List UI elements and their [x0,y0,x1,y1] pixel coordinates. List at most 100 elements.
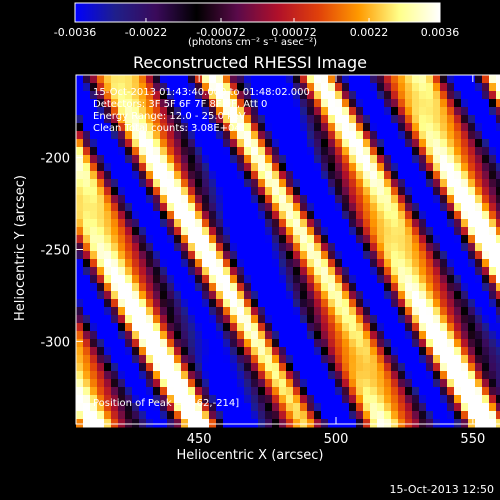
heatmap-cell [139,195,147,204]
heatmap-cell [335,251,343,260]
heatmap-cell [153,147,161,156]
heatmap-cell [209,259,217,268]
heatmap-cell [356,179,364,188]
heatmap-cell [482,123,490,132]
heatmap-cell [342,307,350,316]
heatmap-cell [461,219,469,228]
heatmap-cell [496,267,500,276]
heatmap-cell [132,99,140,108]
heatmap-cell [125,299,133,308]
heatmap-cell [307,307,315,316]
heatmap-cell [342,83,350,92]
heatmap-cell [97,315,105,324]
heatmap-cell [181,419,189,428]
heatmap-cell [139,299,147,308]
heatmap-cell [167,171,175,180]
heatmap-cell [111,355,119,364]
heatmap-cell [104,379,112,388]
heatmap-cell [202,419,210,428]
heatmap-cell [265,251,273,260]
heatmap-cell [202,331,210,340]
heatmap-cell [412,283,420,292]
heatmap-cell [489,411,497,420]
heatmap-cell [286,355,294,364]
heatmap-cell [125,163,133,172]
heatmap-cell [230,251,238,260]
heatmap-cell [384,187,392,196]
heatmap-cell [167,275,175,284]
heatmap-cell [181,355,189,364]
heatmap-cell [174,243,182,252]
heatmap-cell [153,195,161,204]
heatmap-cell [377,275,385,284]
heatmap-cell [237,203,245,212]
heatmap-cell [440,203,448,212]
heatmap-cell [468,75,476,84]
heatmap-cell [314,299,322,308]
heatmap-cell [349,371,357,380]
heatmap-cell [377,379,385,388]
heatmap-cell [251,331,259,340]
heatmap-cell [118,187,126,196]
heatmap-cell [223,411,231,420]
colorbar-tick-label: 0.0036 [421,26,460,39]
heatmap-cell [496,419,500,428]
heatmap-cell [377,75,385,84]
heatmap-cell [468,187,476,196]
heatmap-cell [426,235,434,244]
heatmap-cell [293,379,301,388]
heatmap-cell [230,155,238,164]
heatmap-cell [209,83,217,92]
heatmap-cell [454,299,462,308]
heatmap-cell [167,419,175,428]
heatmap-cell [174,347,182,356]
heatmap-cell [174,387,182,396]
heatmap-cell [111,419,119,428]
heatmap-cell [237,339,245,348]
heatmap-cell [153,179,161,188]
heatmap-cell [293,99,301,108]
heatmap-cell [118,211,126,220]
heatmap-cell [111,203,119,212]
heatmap-cell [349,251,357,260]
heatmap-cell [244,107,252,116]
heatmap-cell [279,275,287,284]
heatmap-cell [97,371,105,380]
heatmap-cell [300,107,308,116]
heatmap-cell [370,219,378,228]
heatmap-cell [181,387,189,396]
heatmap-cell [300,251,308,260]
heatmap-cell [475,339,483,348]
heatmap-cell [160,419,168,428]
heatmap-cell [426,115,434,124]
heatmap-cell [363,299,371,308]
heatmap-cell [342,99,350,108]
heatmap-cell [83,83,91,92]
heatmap-cell [412,155,420,164]
heatmap-cell [223,123,231,132]
heatmap-cell [272,411,280,420]
heatmap-cell [412,131,420,140]
heatmap-cell [188,91,196,100]
heatmap-cell [482,251,490,260]
heatmap-cell [300,211,308,220]
heatmap-cell [237,291,245,300]
heatmap-cell [174,211,182,220]
heatmap-cell [440,395,448,404]
heatmap-cell [153,163,161,172]
heatmap-cell [230,211,238,220]
heatmap-cell [272,299,280,308]
heatmap-cell [363,75,371,84]
heatmap-cell [104,315,112,324]
heatmap-cell [223,163,231,172]
heatmap-cell [377,115,385,124]
heatmap-cell [405,347,413,356]
heatmap-cell [146,371,154,380]
heatmap-cell [405,275,413,284]
heatmap-cell [496,403,500,412]
heatmap-cell [321,291,329,300]
heatmap-cell [307,147,315,156]
heatmap-cell [251,147,259,156]
heatmap-cell [419,283,427,292]
heatmap-cell [468,163,476,172]
